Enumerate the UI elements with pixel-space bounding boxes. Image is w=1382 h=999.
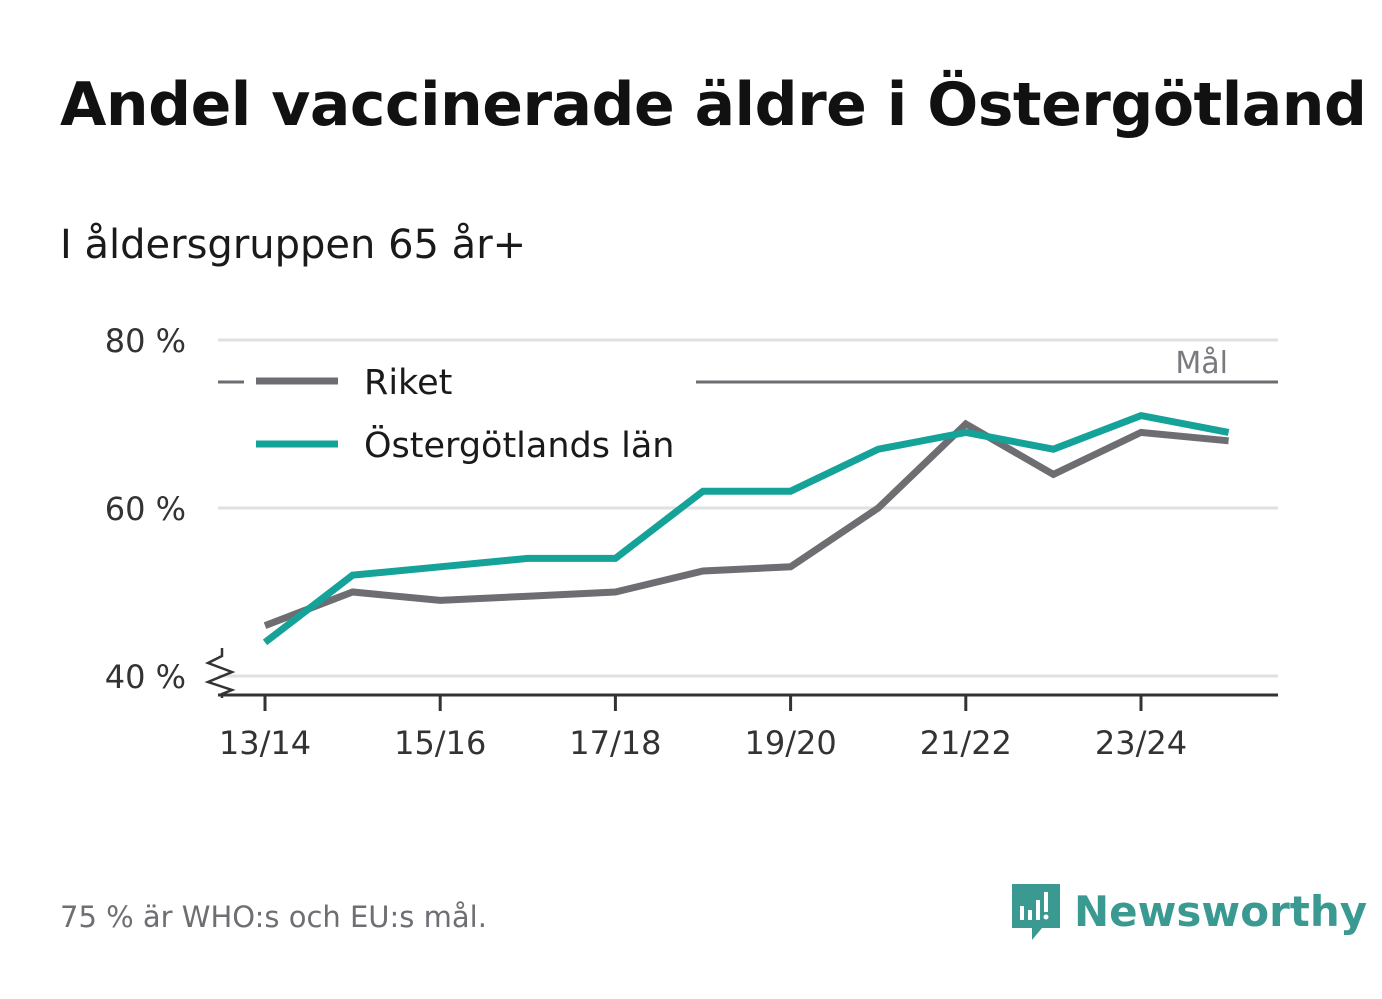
chart-subtitle: I åldersgruppen 65 år+: [60, 222, 527, 268]
x-tick-label: 17/18: [569, 724, 661, 762]
y-tick-label: 80 %: [105, 322, 186, 360]
newsworthy-logo-icon: [1012, 884, 1060, 940]
y-tick-label: 60 %: [105, 490, 186, 528]
y-tick-label: 40 %: [105, 658, 186, 696]
data-series: [262, 411, 1230, 646]
target-line-group: Mål: [218, 346, 1278, 384]
footnote: 75 % är WHO:s och EU:s mål.: [60, 900, 487, 934]
target-label: Mål: [1175, 346, 1228, 381]
legend-label-riket: Riket: [364, 363, 452, 403]
chart-title: Andel vaccinerade äldre i Östergötland: [60, 70, 1367, 140]
legend: Riket Östergötlands län: [256, 363, 674, 466]
legend-label-ostergotland: Östergötlands län: [364, 424, 674, 466]
series-line-ostergotland: [262, 411, 1230, 646]
x-tick-label: 21/22: [920, 724, 1012, 762]
axis-break-icon: [204, 648, 236, 698]
brand-logo: Newsworthy: [1010, 876, 1367, 946]
x-axis: 13/14 15/16 17/18 19/20 21/22 23/24: [204, 648, 1278, 762]
grid-lines: 40 % 60 % 80 %: [105, 322, 1278, 696]
x-tick-label: 13/14: [219, 724, 311, 762]
series-line-riket: [263, 419, 1229, 629]
x-tick-label: 19/20: [744, 724, 836, 762]
brand-name: Newsworthy: [1074, 886, 1368, 936]
x-tick-label: 15/16: [394, 724, 486, 762]
x-tick-label: 23/24: [1095, 724, 1187, 762]
